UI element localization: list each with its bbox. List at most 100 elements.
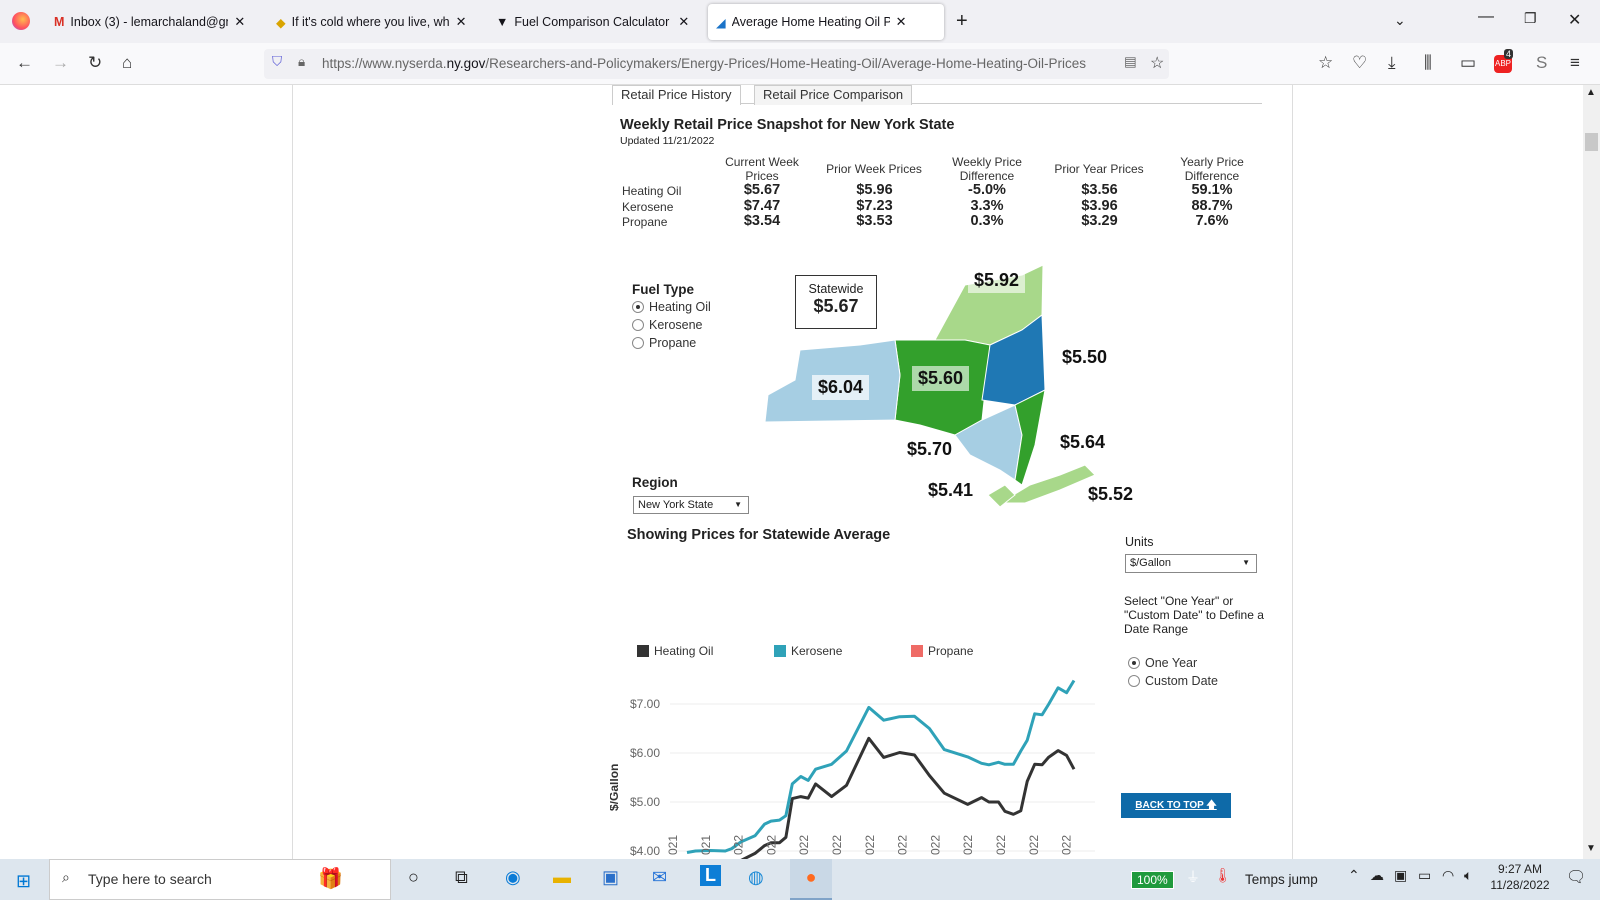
region-value: New York State [638,499,714,511]
menu-icon[interactable]: ≡ [1570,53,1580,72]
region-select[interactable]: New York State ▼ [633,496,749,514]
mail-icon[interactable]: ✉ [652,867,668,887]
table-cell: 0.3% [970,213,1004,229]
map-region-nyc[interactable] [987,484,1016,508]
clock[interactable]: 9:27 AM 11/28/2022 [1484,862,1556,892]
url-bar[interactable]: ⛉ 🔒︎ https://www.nyserda.ny.gov/Research… [264,49,1169,79]
dropdown-arrow-icon: ▼ [1242,558,1250,567]
x-tick-label: 022 [732,835,746,855]
close-tab-icon[interactable]: ✕ [455,14,467,29]
back-to-top-button[interactable]: BACK TO TOP 🡅 [1121,793,1231,818]
app-wave-icon[interactable]: ◍ [748,867,764,887]
fuel-icon: ▼ [496,15,509,29]
legend-label[interactable]: Kerosene [791,644,843,658]
radio-kerosene[interactable]: Kerosene [632,318,711,332]
header-weekly-diff: Weekly Price Difference [952,155,1022,183]
fuel-type-group: Fuel Type Heating Oil Kerosene Propane [632,282,711,354]
windows-start-icon[interactable]: ⊞ [16,871,32,891]
edge-icon[interactable]: ◉ [505,867,521,887]
task-view-icon[interactable]: ⧉ [455,867,468,887]
units-select[interactable]: $/Gallon ▼ [1125,554,1257,573]
radio-button[interactable] [632,301,644,313]
home-icon[interactable]: ⌂ [122,53,133,72]
radio-button[interactable] [1128,657,1140,669]
power-icon[interactable]: ▭ [1418,867,1432,883]
statewide-price: $5.67 [813,296,859,316]
volume-icon[interactable]: 🔈︎ [1464,867,1473,883]
restore-icon[interactable]: ❐ [1524,10,1537,26]
close-tab-icon[interactable]: ✕ [678,14,690,29]
series-line-heating-oil[interactable] [687,736,1076,859]
radio-heating-oil[interactable]: Heating Oil [632,300,711,314]
new-tab-icon[interactable]: + [956,10,968,32]
tab-cold[interactable]: ◆ If it's cold where you live, what are ✕ [268,4,475,40]
snapshot-title: Weekly Retail Price Snapshot for New Yor… [620,117,955,133]
tab-gmail[interactable]: M Inbox (3) - lemarchaland@gmail.com ✕ [46,4,253,40]
table-cell: 59.1% [1191,182,1233,198]
onedrive-icon[interactable]: ☁ [1370,867,1384,883]
radio-one-year[interactable]: One Year [1128,656,1218,670]
map-region-hudson-east[interactable] [1014,389,1046,486]
minimize-icon[interactable]: — [1478,8,1494,25]
series-line-kerosene[interactable] [686,679,1076,854]
close-tab-icon[interactable]: ✕ [234,14,246,29]
statewide-label: Statewide [808,282,864,296]
firefox-menu-icon[interactable] [12,12,30,30]
scroll-up-icon[interactable]: ▲ [1586,87,1596,98]
arrow-up-icon: 🡅 [1206,800,1217,811]
url-path: /Researchers-and-Policymakers/Energy-Pri… [485,56,1087,71]
weather-text[interactable]: Temps jump [1245,872,1318,887]
app-l-icon[interactable]: L [700,865,721,886]
snapshot-table: Current Week Prices Prior Week Prices We… [622,155,1262,315]
radio-button[interactable] [1128,675,1140,687]
table-cell: $5.96 [856,182,893,198]
radio-custom-date[interactable]: Custom Date [1128,674,1218,688]
scrollbar-thumb[interactable] [1585,133,1598,151]
radio-button[interactable] [632,337,644,349]
table-cell: $3.56 [1081,182,1118,198]
forward-icon[interactable]: → [52,53,69,72]
file-explorer-icon[interactable]: ▬ [553,867,571,887]
ny-state-map [764,264,1096,508]
back-icon[interactable]: ← [16,53,33,72]
map-region-long-island[interactable] [998,464,1096,504]
close-window-icon[interactable]: ✕ [1568,12,1582,29]
scroll-down-icon[interactable]: ▼ [1586,843,1596,854]
store-icon[interactable]: ▣ [602,867,620,887]
wifi-icon[interactable]: ◠ [1442,867,1455,883]
table-cell: $3.53 [856,213,893,229]
radio-propane[interactable]: Propane [632,336,711,350]
legend-label[interactable]: Heating Oil [654,644,713,658]
download-icon[interactable]: ⤓ [1388,53,1396,72]
show-hidden-icons[interactable]: ⌃ [1348,867,1360,883]
tab-retail-price-comparison[interactable]: Retail Price Comparison [754,85,913,105]
close-tab-icon[interactable]: ✕ [895,14,907,29]
tab-retail-price-history[interactable]: Retail Price History [612,85,741,105]
adblock-icon[interactable]: ABP [1494,55,1512,73]
reader-view-icon[interactable]: ▤ [1124,54,1137,69]
tab-fuel-calculator[interactable]: ▼ Fuel Comparison Calculator for ✕ [488,4,697,40]
date-range-hint: Select "One Year" or "Custom Date" to De… [1124,594,1264,636]
shield-icon[interactable]: ⛉ [272,54,283,69]
bookmark-star-icon[interactable]: ☆ [1318,53,1334,72]
bookmark-icon[interactable]: ☆ [1150,55,1165,72]
sidebar-icon[interactable]: ▭ [1460,53,1477,72]
firefox-taskbar-icon[interactable]: ● [790,859,832,900]
extension-icon[interactable]: S [1536,53,1548,72]
pocket-icon[interactable]: ♡ [1352,53,1368,72]
taskbar-search[interactable]: ⌕ Type here to search 🎁 [49,859,391,900]
table-cell: -5.0% [968,182,1006,198]
reload-icon[interactable]: ↻ [88,53,103,72]
network-app-icon[interactable]: ▣ [1394,867,1408,883]
radio-button[interactable] [632,319,644,331]
radio-label: Propane [649,336,697,350]
library-icon[interactable]: ⫼ [1424,53,1432,72]
cortana-icon[interactable]: ○ [408,867,419,887]
list-tabs-icon[interactable]: ⌄ [1394,12,1406,28]
gmail-icon: M [54,15,65,29]
tab-heating-oil[interactable]: ◢ Average Home Heating Oil Prices ✕ [708,4,944,40]
legend-label[interactable]: Propane [928,644,974,658]
notifications-icon[interactable]: 🗨︎ [1566,869,1587,886]
lock-icon[interactable]: 🔒︎ [298,54,306,69]
vertical-scrollbar[interactable]: ▲ ▼ [1583,85,1600,859]
